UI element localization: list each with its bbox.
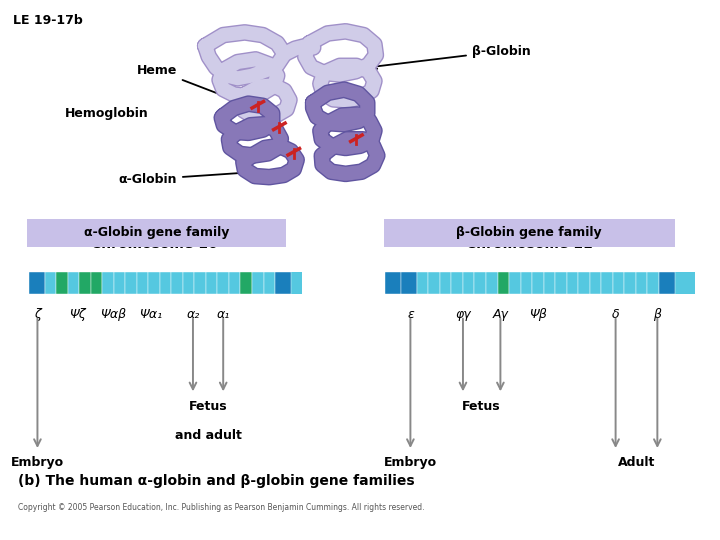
Bar: [401, 272, 417, 294]
Bar: [567, 272, 578, 294]
Bar: [428, 272, 440, 294]
Bar: [45, 272, 56, 294]
Bar: [171, 272, 183, 294]
Bar: [148, 272, 160, 294]
Text: LE 19-17b: LE 19-17b: [13, 14, 83, 26]
Bar: [385, 272, 401, 294]
Bar: [590, 272, 601, 294]
Text: Embryo: Embryo: [384, 456, 437, 469]
Bar: [647, 272, 659, 294]
Text: Ψβ: Ψβ: [530, 308, 547, 321]
Bar: [613, 272, 624, 294]
Bar: [498, 272, 509, 294]
Bar: [486, 272, 498, 294]
Bar: [532, 272, 544, 294]
Bar: [252, 272, 264, 294]
Text: α-Globin gene family: α-Globin gene family: [84, 226, 229, 239]
Text: Embryo: Embryo: [11, 456, 64, 469]
Text: φγ: φγ: [455, 308, 471, 321]
Bar: [555, 272, 567, 294]
Text: Chromosome 11: Chromosome 11: [466, 237, 593, 251]
Bar: [264, 272, 275, 294]
Text: ζ: ζ: [34, 308, 41, 321]
Bar: [183, 272, 194, 294]
Text: δ: δ: [612, 308, 619, 321]
Text: Chromosome 16: Chromosome 16: [91, 237, 218, 251]
Bar: [206, 272, 217, 294]
Text: Copyright © 2005 Pearson Education, Inc. Publishing as Pearson Benjamin Cummings: Copyright © 2005 Pearson Education, Inc.…: [18, 503, 425, 512]
Text: Heme: Heme: [137, 64, 251, 107]
Bar: [451, 272, 463, 294]
Bar: [68, 272, 79, 294]
Bar: [521, 272, 532, 294]
Bar: [463, 272, 474, 294]
Bar: [275, 272, 291, 294]
Text: β-Globin gene family: β-Globin gene family: [456, 226, 602, 239]
Text: Ψα₁: Ψα₁: [140, 308, 163, 321]
Bar: [160, 272, 171, 294]
Bar: [636, 272, 647, 294]
Text: Fetus: Fetus: [462, 400, 501, 413]
Bar: [102, 272, 114, 294]
Text: Fetus: Fetus: [189, 400, 228, 413]
Bar: [137, 272, 148, 294]
Bar: [194, 272, 206, 294]
Text: Aγ: Aγ: [492, 308, 508, 321]
Text: Ψζ: Ψζ: [69, 308, 86, 321]
Bar: [601, 272, 613, 294]
FancyBboxPatch shape: [384, 219, 675, 247]
Bar: [114, 272, 125, 294]
Text: ε: ε: [407, 308, 414, 321]
FancyBboxPatch shape: [27, 219, 286, 247]
Text: and adult: and adult: [175, 429, 241, 442]
Bar: [79, 272, 91, 294]
Bar: [229, 272, 240, 294]
Bar: [240, 272, 252, 294]
Bar: [659, 272, 675, 294]
Bar: [544, 272, 555, 294]
Text: β-Globin: β-Globin: [372, 45, 531, 69]
Text: β: β: [653, 308, 662, 321]
Bar: [440, 272, 451, 294]
Bar: [385, 272, 695, 294]
Bar: [509, 272, 521, 294]
Bar: [578, 272, 590, 294]
Text: α-Globin: α-Globin: [119, 170, 254, 186]
Text: Ψαβ: Ψαβ: [101, 308, 127, 321]
Text: α₁: α₁: [217, 308, 230, 321]
Bar: [417, 272, 428, 294]
Bar: [91, 272, 102, 294]
Bar: [624, 272, 636, 294]
Bar: [29, 272, 45, 294]
Bar: [29, 272, 302, 294]
Text: Adult: Adult: [618, 456, 655, 469]
Bar: [56, 272, 68, 294]
Bar: [474, 272, 486, 294]
Bar: [217, 272, 229, 294]
Bar: [125, 272, 137, 294]
Text: (b) The human α-globin and β-globin gene families: (b) The human α-globin and β-globin gene…: [18, 474, 415, 488]
Text: α₂: α₂: [186, 308, 199, 321]
Text: Hemoglobin: Hemoglobin: [65, 107, 148, 120]
